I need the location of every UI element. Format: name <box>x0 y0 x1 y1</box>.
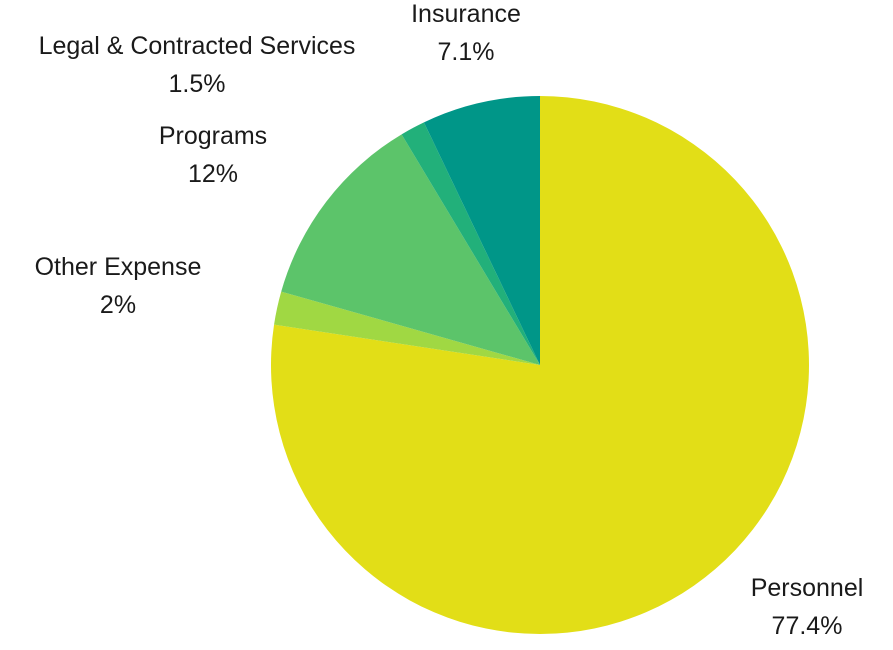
slice-percent-insurance: 7.1% <box>438 38 495 66</box>
slice-percent-legal-contracted-services: 1.5% <box>169 70 226 98</box>
slice-label-programs: Programs <box>159 122 267 150</box>
pie-slices <box>270 96 809 634</box>
slice-percent-other-expense: 2% <box>100 291 136 319</box>
pie-labels: Personnel 77.4% Other Expense 2% Programs 12%… <box>35 0 864 640</box>
slice-label-legal-contracted-services: Legal & Contracted Services <box>39 32 356 60</box>
slice-percent-programs: 12% <box>188 160 238 188</box>
pie-slice-other-expense <box>274 291 540 365</box>
pie-slice-programs <box>281 134 540 365</box>
slice-label-other-expense: Other Expense <box>35 253 202 281</box>
slice-label-personnel: Personnel <box>751 574 864 602</box>
slice-percent-personnel: 77.4% <box>772 612 843 640</box>
slice-label-insurance: Insurance <box>411 0 521 28</box>
pie-slice-legal-contracted-services <box>401 122 540 365</box>
pie-slice-personnel <box>270 96 809 634</box>
pie-slice-insurance <box>423 96 540 365</box>
